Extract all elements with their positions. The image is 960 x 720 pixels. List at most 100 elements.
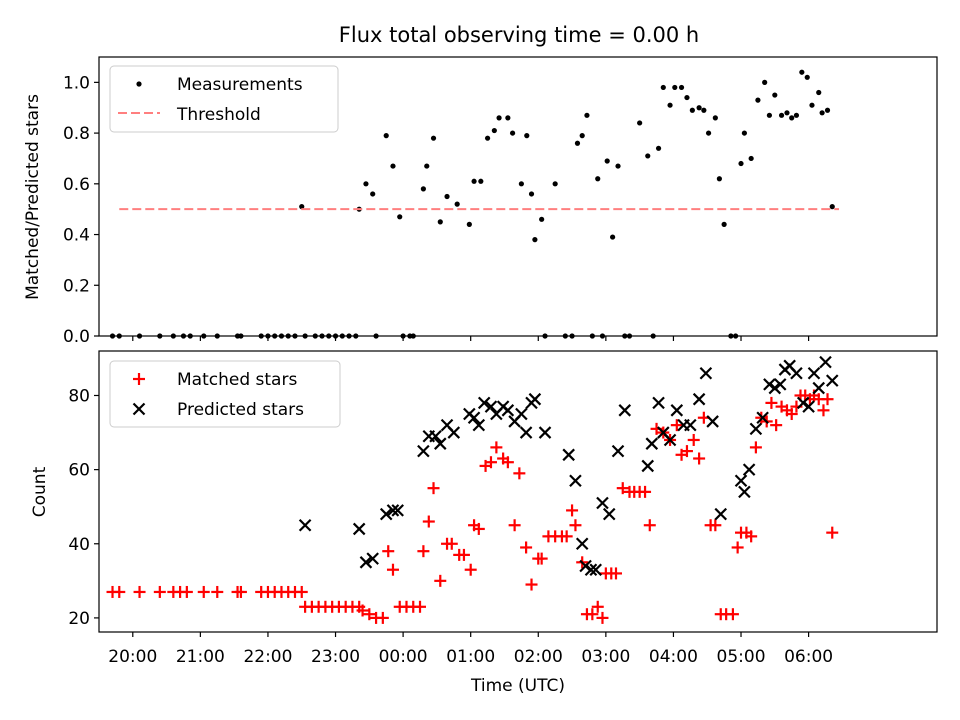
predicted-star-point	[538, 426, 552, 439]
matched-star-point	[731, 541, 744, 554]
matched-star-point	[687, 433, 700, 446]
predicted-star-point	[692, 392, 706, 406]
measurement-point	[496, 115, 502, 121]
measurement-point	[518, 181, 524, 187]
measurement-point	[424, 163, 430, 169]
measurement-point	[778, 112, 785, 118]
measurement-point	[136, 333, 143, 339]
measurement-point	[420, 186, 426, 192]
measurement-point	[574, 140, 581, 146]
measurement-point	[672, 84, 678, 91]
matched-star-point	[508, 519, 521, 532]
measurement-point	[705, 130, 712, 136]
predicted-star-point	[819, 355, 832, 369]
measurement-point	[793, 112, 800, 118]
measurement-point	[762, 79, 768, 85]
y-tick-label: 60	[68, 461, 90, 481]
matched-star-point	[427, 482, 440, 495]
predicted-star-point	[467, 411, 481, 425]
predicted-star-point	[714, 507, 728, 521]
predicted-star-point	[812, 381, 826, 395]
measurement-point	[509, 130, 516, 136]
predicted-star-point	[652, 396, 665, 410]
predicted-star-point	[528, 392, 542, 406]
matched-star-point	[133, 585, 146, 598]
measurement-point	[170, 333, 176, 339]
matched-star-point	[153, 585, 166, 598]
predicted-star-point	[472, 418, 486, 432]
matched-star-point	[693, 452, 706, 465]
predicted-star-point	[515, 407, 528, 421]
measurement-point	[789, 115, 795, 121]
predicted-star-point	[768, 381, 782, 395]
matched-star-point	[817, 404, 830, 417]
measurement-point	[562, 333, 568, 339]
measurement-point	[214, 333, 220, 339]
predicted-star-point	[742, 463, 756, 476]
top-y-axis-label: Matched/Predicted stars	[23, 94, 43, 300]
measurement-point	[116, 333, 122, 339]
measurement-point	[326, 333, 332, 339]
bottom-legend: Matched stars Predicted stars	[109, 360, 341, 428]
measurement-point	[466, 221, 472, 227]
bottom-subplot: 20 40 60 80 20:00 21:00 22:00 23:00 00:00 01:00 0…	[30, 350, 938, 696]
measurement-point	[410, 333, 416, 339]
predicted-star-point	[298, 518, 312, 532]
predicted-star-point	[645, 437, 659, 450]
measurement-point	[444, 193, 450, 200]
predicted-star-point	[447, 426, 461, 439]
matched-star-point	[785, 408, 798, 421]
legend-label-threshold: Threshold	[176, 105, 261, 125]
bottom-legend-box	[109, 360, 341, 428]
top-plot-frame	[98, 56, 938, 337]
measurement-point	[569, 333, 575, 339]
predicted-star-point	[379, 507, 393, 521]
measurement-point	[772, 92, 778, 98]
matched-star-point	[726, 608, 739, 621]
measurement-point	[201, 333, 207, 339]
matched-star-point	[464, 563, 477, 576]
matched-star-point	[445, 537, 458, 550]
bottom-y-axis-label: Count	[30, 466, 50, 517]
measurement-point	[610, 234, 616, 240]
measurement-point	[684, 94, 690, 101]
x-tick-label: 00:00	[379, 647, 428, 667]
matched-star-point	[414, 600, 427, 613]
matched-star-point	[376, 611, 389, 624]
matched-star-point	[113, 585, 126, 598]
predicted-star-point	[562, 448, 575, 462]
measurement-point	[637, 120, 643, 126]
measurement-point	[622, 333, 628, 339]
predicted-star-point	[773, 378, 787, 391]
predicted-star-point	[796, 396, 810, 410]
predicted-star-point	[618, 404, 632, 417]
predicted-star-point	[434, 437, 447, 450]
measurement-point	[689, 107, 695, 113]
predicted-star-point	[477, 396, 491, 410]
top-x-axis-ticks	[132, 336, 810, 341]
measurement-point	[285, 333, 291, 339]
matched-star-point	[490, 441, 503, 454]
measurement-point	[454, 201, 460, 207]
measurement-point	[599, 333, 606, 339]
matched-star-point	[826, 526, 839, 539]
measurement-point	[626, 333, 633, 339]
bottom-x-axis-label: Time (UTC)	[470, 676, 565, 696]
x-tick-label: 06:00	[784, 647, 833, 667]
matched-star-point	[709, 519, 722, 532]
predicted-star-point	[807, 366, 821, 380]
measurement-point	[528, 191, 535, 197]
measurement-point	[579, 133, 585, 139]
predicted-star-point	[641, 459, 655, 473]
matched-star-point	[484, 456, 497, 469]
measurement-point	[615, 163, 621, 169]
matched-star-point	[295, 585, 308, 598]
measurement-point	[312, 333, 318, 339]
x-tick-label: 23:00	[311, 647, 360, 667]
x-tick-label: 05:00	[717, 647, 766, 667]
measurement-point	[471, 178, 477, 184]
x-tick-label: 01:00	[446, 647, 495, 667]
measurements-series	[109, 69, 835, 339]
y-tick-label: 0.6	[63, 175, 90, 195]
